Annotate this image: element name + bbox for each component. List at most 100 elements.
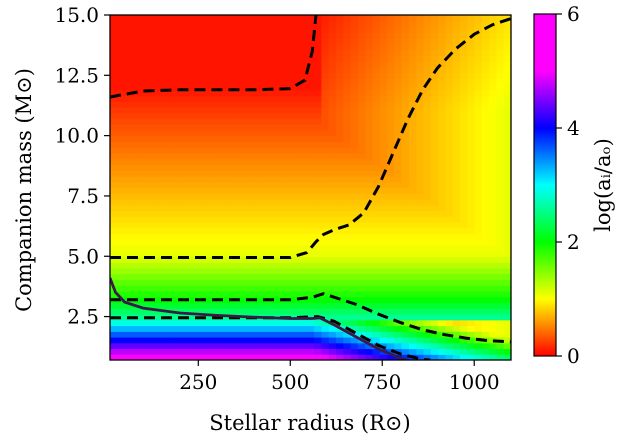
heatmap-cell xyxy=(452,49,461,56)
heatmap-cell xyxy=(270,107,279,114)
heatmap-cell xyxy=(197,193,206,200)
heatmap-cell xyxy=(416,256,425,263)
heatmap-cell xyxy=(241,285,250,292)
heatmap-cell xyxy=(452,262,461,269)
heatmap-cell xyxy=(336,101,344,108)
heatmap-cell xyxy=(124,130,133,137)
heatmap-cell xyxy=(394,308,403,315)
heatmap-cell xyxy=(394,222,403,229)
heatmap-cell xyxy=(459,32,468,39)
heatmap-cell xyxy=(204,153,213,160)
heatmap-cell xyxy=(161,216,169,223)
heatmap-cell xyxy=(197,216,206,223)
heatmap-cell xyxy=(299,204,308,212)
heatmap-cell xyxy=(139,273,148,281)
heatmap-cell xyxy=(124,222,133,229)
heatmap-cell xyxy=(233,302,242,309)
heatmap-cell xyxy=(306,233,315,240)
heatmap-cell xyxy=(365,193,374,200)
heatmap-cell xyxy=(204,308,213,315)
heatmap-cell xyxy=(365,164,374,171)
heatmap-cell xyxy=(161,15,169,22)
heatmap-cell xyxy=(314,135,323,143)
heatmap-cell xyxy=(496,199,505,206)
heatmap-cell xyxy=(416,233,425,240)
heatmap-cell xyxy=(241,250,250,258)
heatmap-cell xyxy=(408,153,417,160)
heatmap-cell xyxy=(306,61,315,68)
heatmap-cell xyxy=(168,193,177,200)
heatmap-cell xyxy=(343,314,352,321)
heatmap-cell xyxy=(394,302,403,309)
heatmap-cell xyxy=(416,61,425,68)
heatmap-cell xyxy=(394,227,403,235)
heatmap-cell xyxy=(124,342,133,350)
heatmap-cell xyxy=(146,26,155,33)
heatmap-cell xyxy=(379,130,388,137)
heatmap-cell xyxy=(467,268,476,275)
heatmap-cell xyxy=(365,319,374,327)
heatmap-cell xyxy=(387,158,395,166)
heatmap-cell xyxy=(248,354,257,360)
heatmap-cell xyxy=(350,291,359,298)
heatmap-cell xyxy=(226,256,235,263)
heatmap-cell xyxy=(467,66,476,74)
heatmap-cell xyxy=(365,107,374,114)
heatmap-cell xyxy=(430,273,439,281)
heatmap-cell xyxy=(343,124,352,131)
heatmap-cell xyxy=(379,101,388,108)
heatmap-cell xyxy=(503,158,511,166)
heatmap-cell xyxy=(496,216,505,223)
heatmap-cell xyxy=(328,101,337,108)
heatmap-cell xyxy=(190,296,199,304)
heatmap-cell xyxy=(168,89,177,97)
heatmap-cell xyxy=(423,55,432,62)
heatmap-cell xyxy=(117,141,126,148)
heatmap-cell xyxy=(387,354,395,360)
heatmap-cell xyxy=(401,239,410,246)
heatmap-cell xyxy=(394,193,403,200)
heatmap-cell xyxy=(372,118,381,125)
heatmap-cell xyxy=(365,187,374,194)
heatmap-cell xyxy=(270,262,279,269)
heatmap-cell xyxy=(438,49,446,56)
heatmap-cell xyxy=(292,308,301,315)
heatmap-cell xyxy=(277,319,286,327)
heatmap-cell xyxy=(284,337,293,344)
heatmap-cell xyxy=(190,187,199,194)
heatmap-cell xyxy=(277,256,286,263)
heatmap-cell xyxy=(284,101,293,108)
heatmap-cell xyxy=(481,308,490,315)
heatmap-cell xyxy=(241,239,250,246)
heatmap-cell xyxy=(445,101,454,108)
heatmap-cell xyxy=(204,199,213,206)
heatmap-cell xyxy=(379,222,388,229)
heatmap-cell xyxy=(459,239,468,246)
heatmap-cell xyxy=(452,66,461,74)
heatmap-cell xyxy=(255,319,264,327)
heatmap-cell xyxy=(430,49,439,56)
heatmap-cell xyxy=(226,49,235,56)
heatmap-cell xyxy=(328,141,337,148)
heatmap-cell xyxy=(270,268,279,275)
heatmap-cell xyxy=(277,233,286,240)
heatmap-cell xyxy=(379,308,388,315)
heatmap-cell xyxy=(343,348,352,355)
heatmap-cell xyxy=(219,342,228,350)
heatmap-cell xyxy=(503,319,511,327)
heatmap-cell xyxy=(350,325,359,332)
heatmap-cell xyxy=(496,268,505,275)
heatmap-cell xyxy=(219,95,228,102)
heatmap-cell xyxy=(496,176,505,183)
heatmap-cell xyxy=(306,72,315,79)
heatmap-cell xyxy=(219,285,228,292)
heatmap-cell xyxy=(212,101,220,108)
heatmap-cell xyxy=(321,49,330,56)
heatmap-cell xyxy=(357,262,366,269)
heatmap-cell xyxy=(161,20,169,28)
heatmap-cell xyxy=(190,337,199,344)
heatmap-cell xyxy=(496,204,505,212)
heatmap-cell xyxy=(219,233,228,240)
heatmap-cell xyxy=(146,262,155,269)
heatmap-cell xyxy=(168,319,177,327)
